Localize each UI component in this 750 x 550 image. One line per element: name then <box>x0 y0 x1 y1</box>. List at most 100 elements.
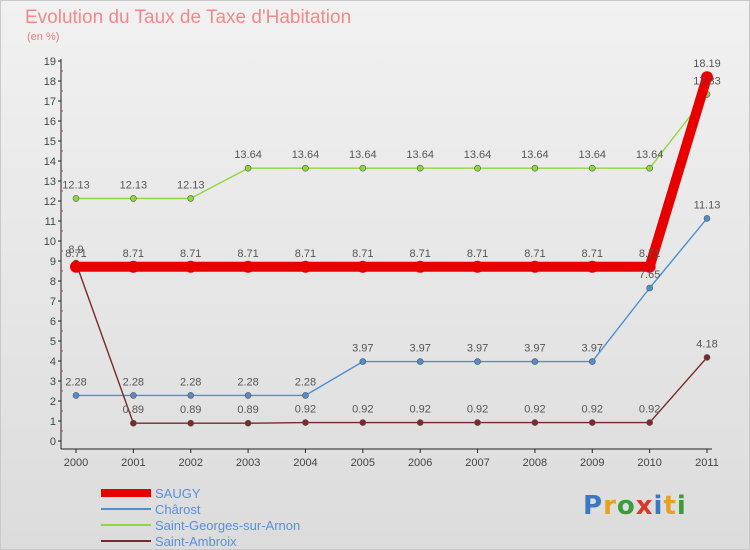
data-label: 0.89 <box>180 404 201 416</box>
data-label: 8.71 <box>524 248 545 260</box>
data-label: 11.13 <box>694 199 721 211</box>
x-tick-label: 2008 <box>523 457 547 469</box>
legend-label: Chârost <box>155 501 201 517</box>
y-tick-label: 6 <box>50 316 56 328</box>
legend-label: Saint-Ambroix <box>155 533 237 549</box>
data-point <box>701 71 713 84</box>
data-point <box>531 419 539 426</box>
legend-item: SAUGY <box>101 485 300 501</box>
data-label: 8.9 <box>68 244 83 256</box>
unit-label: (en %) <box>27 31 60 43</box>
data-label: 7.65 <box>639 269 660 281</box>
data-label: 8.71 <box>237 248 258 260</box>
data-label: 4.18 <box>696 338 717 350</box>
y-tick-label: 17 <box>44 96 56 108</box>
data-label: 12.13 <box>177 179 205 191</box>
data-label: 2.28 <box>180 376 201 388</box>
y-tick-label: 11 <box>45 216 56 228</box>
logo-letter: i <box>653 491 664 521</box>
data-point <box>302 392 309 399</box>
y-tick-label: 19 <box>44 56 56 68</box>
data-label: 8.71 <box>582 248 603 260</box>
data-point <box>184 260 197 273</box>
data-label: 13.64 <box>292 149 320 161</box>
y-tick-label: 7 <box>50 296 56 308</box>
series-line <box>71 72 712 272</box>
data-point <box>127 260 140 273</box>
data-label: 0.92 <box>639 404 660 416</box>
logo-letter: x <box>635 491 654 521</box>
y-tick-label: 9 <box>50 256 56 268</box>
y-tick-label: 12 <box>44 196 56 208</box>
data-label: 0.92 <box>409 404 430 416</box>
logo-letter: r <box>603 491 617 521</box>
x-tick-label: 2000 <box>64 457 88 469</box>
data-point <box>187 419 195 427</box>
x-tick-label: 2009 <box>580 457 604 469</box>
data-point <box>416 419 424 426</box>
data-point <box>588 164 596 172</box>
data-label: 13.64 <box>406 149 434 161</box>
y-tick-label: 14 <box>44 156 56 168</box>
series-line <box>75 262 708 424</box>
data-point <box>359 164 367 172</box>
data-point <box>244 164 252 172</box>
logo-letter: t <box>663 491 677 521</box>
data-label: 0.92 <box>467 404 488 416</box>
data-point <box>646 164 653 172</box>
data-point <box>703 354 711 361</box>
data-point <box>359 419 367 426</box>
data-point <box>130 419 137 427</box>
data-point <box>244 419 252 427</box>
x-tick-label: 2002 <box>178 457 202 469</box>
data-label: 0.92 <box>352 404 373 416</box>
data-point <box>474 358 481 365</box>
data-label: 0.92 <box>524 404 545 416</box>
data-label: 8.71 <box>352 248 373 260</box>
data-label: 12.13 <box>120 179 148 191</box>
legend-swatch <box>101 540 151 542</box>
data-label: 13.64 <box>349 149 377 161</box>
data-point <box>646 419 653 426</box>
data-point <box>416 358 424 365</box>
data-point <box>703 215 711 222</box>
data-label: 8.71 <box>639 248 660 260</box>
legend-swatch <box>101 489 151 497</box>
y-tick-label: 10 <box>44 236 56 248</box>
data-point <box>244 392 252 399</box>
data-point <box>359 358 367 365</box>
data-label: 8.71 <box>65 248 86 260</box>
y-tick-label: 13 <box>44 176 56 188</box>
legend-item: Saint-Georges-sur-Arnon <box>101 517 300 533</box>
data-label: 13.64 <box>579 149 607 161</box>
x-tick-label: 2004 <box>293 457 317 469</box>
x-tick-label: 2001 <box>121 457 145 469</box>
data-point <box>643 260 656 273</box>
y-tick-label: 2 <box>50 396 56 408</box>
data-point <box>187 392 195 399</box>
data-point <box>474 419 481 426</box>
data-point <box>646 284 653 292</box>
data-point <box>586 260 599 273</box>
data-label: 2.28 <box>237 376 258 388</box>
data-label: 13.64 <box>636 149 664 161</box>
data-label: 8.71 <box>295 248 316 260</box>
legend-swatch <box>101 524 151 526</box>
data-label: 13.64 <box>521 149 549 161</box>
legend-label: SAUGY <box>155 485 201 501</box>
data-point <box>588 358 596 365</box>
data-point <box>70 260 82 273</box>
data-label: 3.97 <box>524 343 545 355</box>
data-point <box>416 164 424 172</box>
y-tick-label: 16 <box>44 116 56 128</box>
x-tick-label: 2003 <box>236 457 260 469</box>
data-label: 8.71 <box>123 248 144 260</box>
data-label: 3.97 <box>409 343 430 355</box>
logo-letter: i <box>676 491 687 521</box>
data-label: 8.71 <box>180 248 201 260</box>
y-tick-label: 3 <box>50 376 56 388</box>
logo-letter: o <box>616 491 636 521</box>
data-label: 17.33 <box>693 75 721 87</box>
